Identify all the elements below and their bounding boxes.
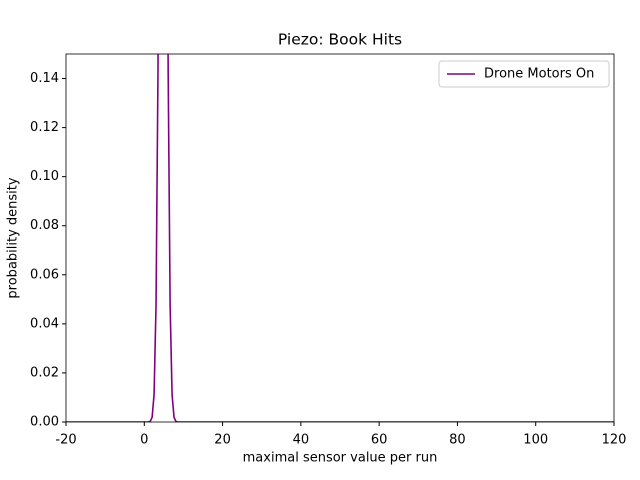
x-tick-label: 60 [371,433,388,448]
x-tick-label: 40 [293,433,310,448]
data-line [66,54,614,422]
x-tick-label: 100 [523,433,548,448]
y-axis-label: probability density [6,177,21,298]
x-axis-label: maximal sensor value per run [243,451,438,466]
legend-box [438,60,610,88]
y-tick-label: 0.00 [30,415,59,430]
chart-title: Piezo: Book Hits [278,31,402,49]
y-tick-label: 0.06 [30,267,59,282]
y-tick-label: 0.14 [30,71,59,86]
y-tick-label: 0.08 [30,218,59,233]
x-tick-label: 0 [140,433,148,448]
y-tick-label: 0.12 [30,120,59,135]
plot-area [66,54,614,422]
x-tick-label: 120 [602,433,627,448]
x-tick-label: -20 [55,433,76,448]
legend-label: Drone Motors On [484,67,594,82]
x-tick-label: 80 [449,433,466,448]
axes-frame [65,53,615,423]
y-tick-label: 0.04 [30,316,59,331]
y-tick-label: 0.10 [30,169,59,184]
y-tick-label: 0.02 [30,365,59,380]
x-tick-label: 20 [214,433,231,448]
